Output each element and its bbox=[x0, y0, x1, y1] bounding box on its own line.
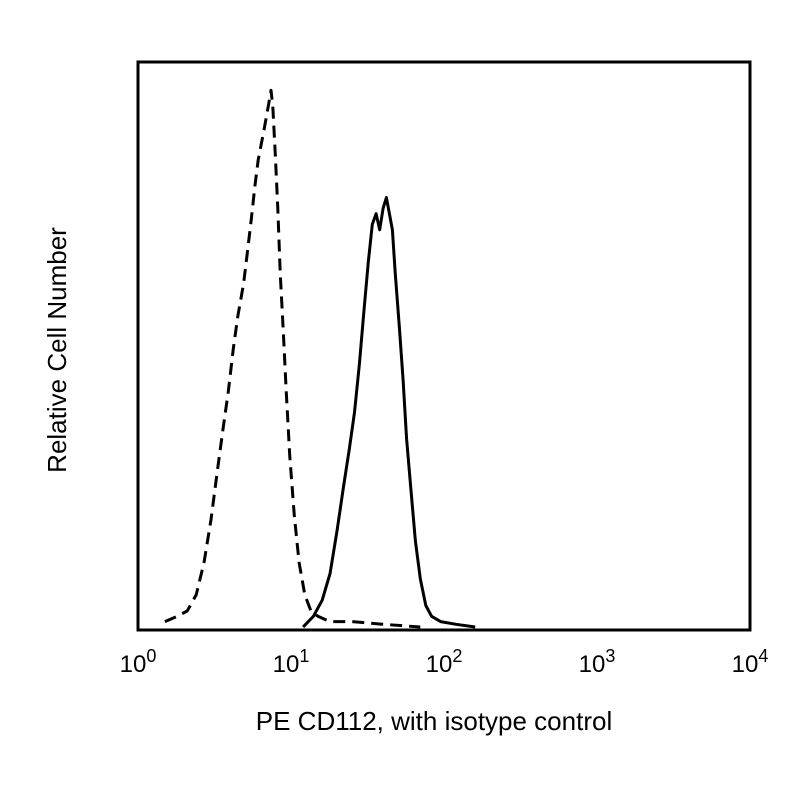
x-tick-label-3: 103 bbox=[579, 646, 616, 678]
y-axis-label: Relative Cell Number bbox=[42, 227, 72, 473]
plot-frame bbox=[136, 60, 752, 632]
x-tick-label-2: 102 bbox=[426, 646, 463, 678]
series-layer bbox=[164, 88, 476, 629]
x-tick-label-1: 101 bbox=[273, 646, 310, 678]
x-tick-labels: 100 101 102 103 104 bbox=[120, 646, 769, 678]
x-tick-label-0: 100 bbox=[120, 646, 157, 678]
pe-cd112-series-line bbox=[302, 196, 476, 629]
x-tick-label-4: 104 bbox=[732, 646, 769, 678]
isotype-control-series-line bbox=[164, 88, 421, 629]
x-axis-label: PE CD112, with isotype control bbox=[256, 706, 612, 736]
